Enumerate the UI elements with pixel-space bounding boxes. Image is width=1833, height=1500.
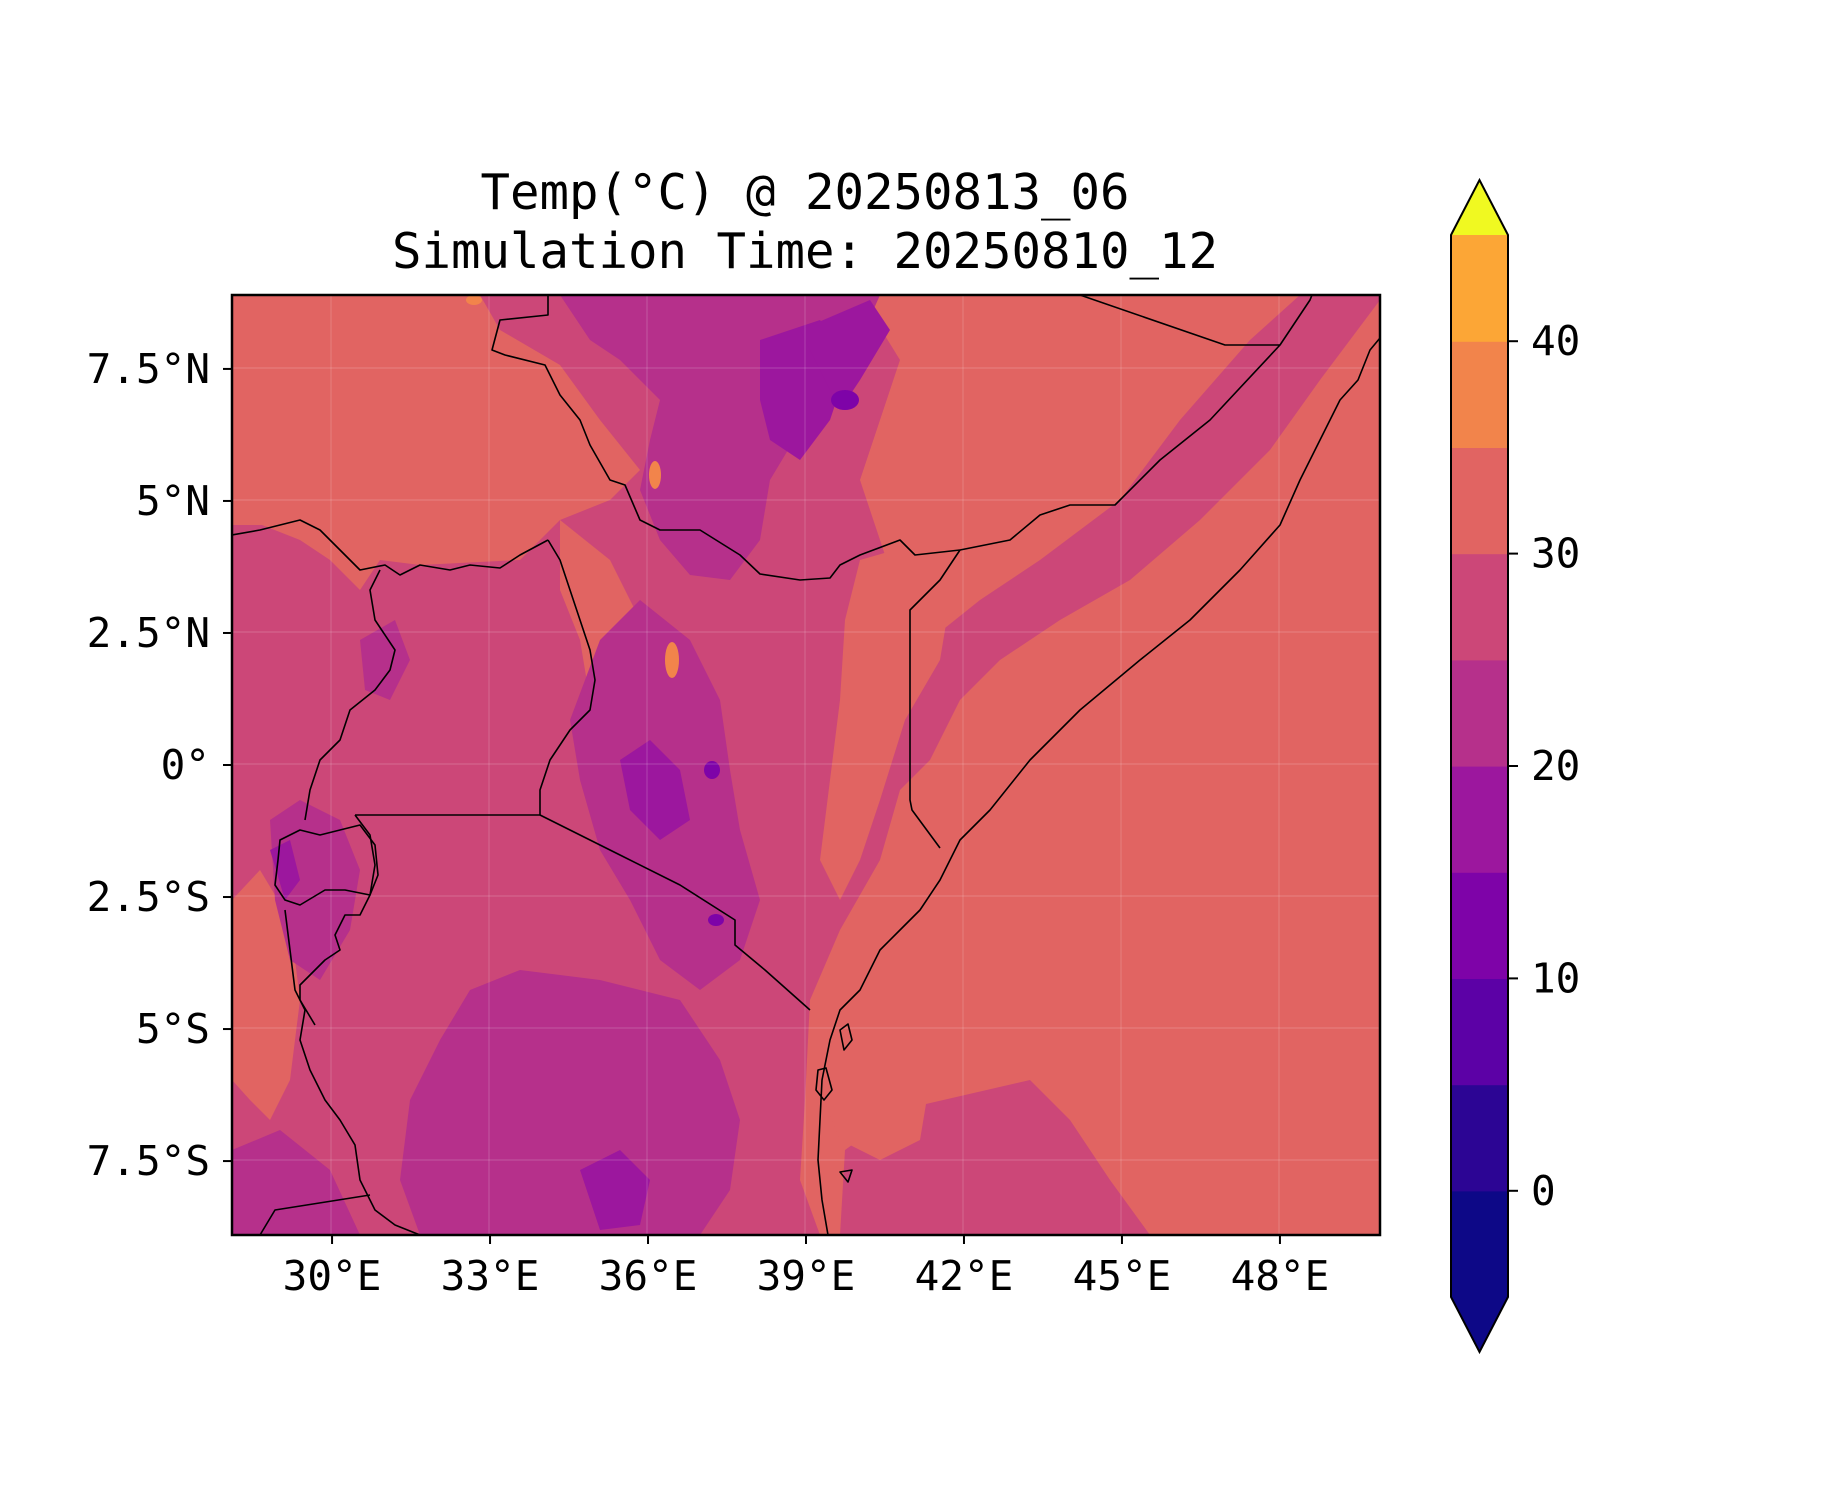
country-borders — [232, 295, 1313, 1235]
y-tick-label: 2.5°N — [87, 609, 210, 657]
y-tick-label: 5°N — [136, 477, 210, 525]
y-tick-label: 2.5°S — [87, 873, 210, 921]
y-axis: 7.5°N 5°N 2.5°N 0° 2.5°S 5°S 7.5°S — [87, 345, 232, 1185]
coastline — [817, 337, 1380, 1235]
x-axis: 30°E 33°E 36°E 39°E 42°E 45°E 48°E — [283, 1235, 1330, 1300]
colorbar-band — [1451, 447, 1508, 555]
colorbar-tick-label: 0 — [1531, 1167, 1556, 1215]
colorbar-band — [1451, 659, 1508, 767]
colorbar-band — [1451, 1190, 1508, 1298]
y-tick-label: 7.5°N — [87, 345, 210, 393]
colorbar-band — [1451, 1084, 1508, 1192]
y-tick-label: 5°S — [136, 1005, 210, 1053]
colorbar-tick-label: 20 — [1531, 742, 1580, 790]
colorbar: 0 10 20 30 40 — [1450, 177, 1580, 1355]
x-tick-label: 39°E — [757, 1252, 856, 1300]
colorbar-tick-label: 40 — [1531, 317, 1580, 365]
x-tick-label: 45°E — [1073, 1252, 1172, 1300]
colorbar-tick-label: 30 — [1531, 530, 1580, 578]
island-mafia — [839, 1169, 853, 1183]
x-tick-label: 48°E — [1231, 1252, 1330, 1300]
colorbar-extend-min — [1451, 1297, 1508, 1352]
colorbar-band — [1451, 978, 1508, 1086]
chart-subtitle: Simulation Time: 20250810_12 — [392, 223, 1218, 280]
colorbar-band — [1451, 341, 1508, 448]
field-10-15 — [270, 300, 890, 1230]
colorbar-outline — [1450, 177, 1509, 1355]
colorbar-band — [1451, 766, 1508, 873]
island-pemba — [839, 1023, 853, 1051]
temperature-map — [232, 295, 1380, 1235]
x-tick-label: 30°E — [283, 1252, 382, 1300]
x-tick-label: 42°E — [915, 1252, 1014, 1300]
x-tick-label: 36°E — [599, 1252, 698, 1300]
field-25-30 — [232, 295, 1380, 1235]
colorbar-band — [1451, 872, 1508, 979]
colorbar-band — [1451, 553, 1508, 661]
colorbar-extend-max — [1451, 180, 1508, 235]
island-zanzibar — [815, 1067, 833, 1101]
chart-title: Temp(°C) @ 20250813_06 — [480, 164, 1129, 221]
colorbar-tick-label: 10 — [1531, 954, 1580, 1002]
y-tick-label: 0° — [161, 741, 210, 789]
field-5-10 — [704, 390, 859, 926]
x-tick-label: 33°E — [441, 1252, 540, 1300]
colorbar-band — [1451, 235, 1508, 342]
y-tick-label: 7.5°S — [87, 1137, 210, 1185]
field-30-35 — [466, 295, 679, 678]
gridlines — [232, 295, 1380, 1235]
